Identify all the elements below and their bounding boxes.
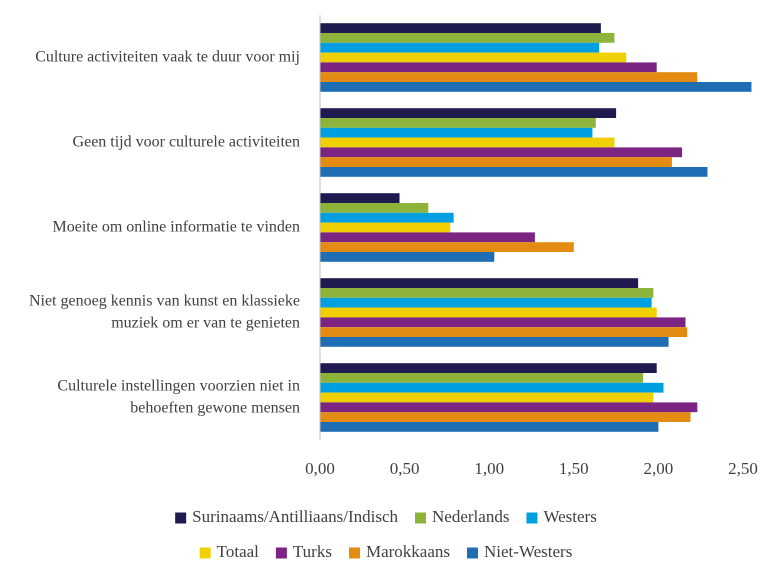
category-label: Moeite om online informatie te vinden bbox=[53, 218, 301, 235]
legend-swatch bbox=[175, 512, 187, 524]
bar bbox=[320, 278, 639, 288]
bar bbox=[320, 288, 654, 298]
x-tick-label: 0,00 bbox=[305, 459, 335, 478]
bar bbox=[320, 82, 752, 92]
bar bbox=[320, 33, 615, 43]
bar bbox=[320, 23, 601, 33]
x-tick-label: 2,00 bbox=[644, 459, 674, 478]
bar bbox=[320, 412, 691, 422]
bar bbox=[320, 167, 708, 177]
bar bbox=[320, 307, 657, 318]
legend-row: Totaal Turks Marokkaans Niet-Westers bbox=[199, 542, 572, 561]
legend-label: Nederlands bbox=[432, 507, 509, 526]
bar bbox=[320, 363, 657, 373]
legend-swatch bbox=[467, 547, 479, 559]
legend-label: Turks bbox=[293, 542, 332, 561]
legend-label: Surinaams/Antilliaans/Indisch bbox=[192, 507, 398, 526]
category-label: Culture activiteiten vaak te duur voor m… bbox=[35, 48, 300, 65]
legend-swatch bbox=[199, 547, 211, 559]
bar bbox=[320, 108, 617, 118]
legend-swatch bbox=[415, 512, 427, 524]
bar bbox=[320, 373, 644, 383]
x-tick-label: 0,50 bbox=[390, 459, 420, 478]
category-label: Geen tijd voor culturele activiteiten bbox=[73, 133, 300, 150]
bar bbox=[320, 52, 627, 63]
bar bbox=[320, 317, 686, 328]
bar bbox=[320, 242, 574, 252]
legend-swatch bbox=[526, 512, 538, 524]
bar bbox=[320, 297, 652, 308]
bar bbox=[320, 203, 429, 213]
bar bbox=[320, 232, 535, 243]
bar bbox=[320, 42, 600, 53]
bar bbox=[320, 212, 454, 223]
bar bbox=[320, 127, 593, 138]
bar bbox=[320, 62, 657, 73]
bar bbox=[320, 327, 688, 337]
bar bbox=[320, 222, 451, 233]
legend-label: Niet-Westers bbox=[484, 542, 572, 561]
legend-swatch bbox=[348, 547, 360, 559]
legend-swatch bbox=[275, 547, 287, 559]
bar bbox=[320, 402, 698, 413]
bar bbox=[320, 252, 495, 262]
bar bbox=[320, 193, 400, 203]
legend-label: Marokkaans bbox=[366, 542, 450, 561]
bar bbox=[320, 157, 672, 167]
x-tick-label: 1,50 bbox=[559, 459, 589, 478]
bar bbox=[320, 382, 664, 393]
bar bbox=[320, 147, 683, 158]
category-label: Niet genoeg kennis van kunst en klassiek… bbox=[29, 292, 300, 331]
bar bbox=[320, 337, 669, 347]
category-label: Culturele instellingen voorzien niet in b… bbox=[57, 377, 300, 416]
x-tick-label: 2,50 bbox=[728, 459, 758, 478]
legend-row: Surinaams/Antilliaans/Indisch Nederlands W… bbox=[175, 507, 597, 526]
bar bbox=[320, 118, 596, 128]
x-tick-label: 1,00 bbox=[474, 459, 504, 478]
legend-label: Westers bbox=[543, 507, 596, 526]
legend-label: Totaal bbox=[217, 542, 260, 561]
bar bbox=[320, 137, 615, 148]
bar bbox=[320, 392, 654, 403]
bar bbox=[320, 72, 698, 82]
bar bbox=[320, 422, 659, 432]
